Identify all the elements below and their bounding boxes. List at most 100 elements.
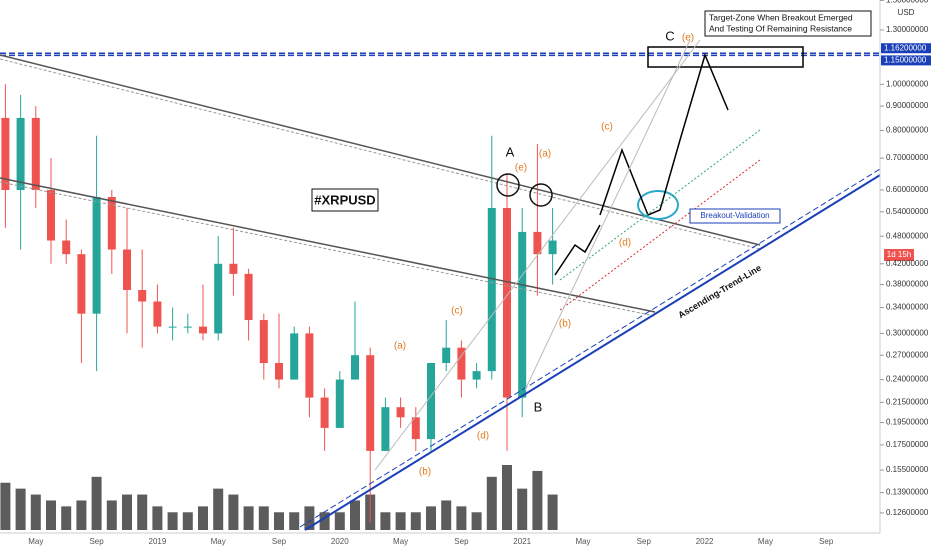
candle-body [259,320,268,364]
candle-body [487,207,496,372]
wave-label: (c) [601,122,613,133]
arrow [554,224,601,276]
breakout-label: Breakout-Validation [700,211,769,220]
candle-body [199,326,207,334]
symbol: #XRPUSD [314,192,375,207]
countdown: 1d 15h [887,250,911,259]
x-tick-label: May [758,537,773,546]
candle-body [16,117,25,190]
x-tick-label: Sep [637,537,652,546]
volume-bar [258,506,269,530]
volume-bar [0,482,11,530]
x-tick-label: May [211,537,226,546]
candle-body [244,273,253,321]
y-tick-label: 0.30000000 [886,329,929,338]
volume-bar [91,476,102,530]
volume-bar [532,470,543,530]
trend-line [299,168,881,528]
candle-body [107,197,116,250]
y-tick-label: 0.60000000 [886,185,929,194]
y-tick-label: 1.50000000 [886,0,929,5]
wave-label: (d) [619,238,631,249]
volume-bar [426,506,436,530]
wave-label: (e) [515,163,527,174]
candle-body [427,363,435,440]
x-tick-label: Sep [819,537,834,546]
arrow [599,52,729,216]
volume-bar [198,506,208,530]
wave-label: (a) [394,341,406,352]
y-tick-label: 0.80000000 [886,126,929,135]
wave-label: (a) [539,149,551,160]
candle-body [214,263,223,334]
candle-body [290,333,299,380]
wave-label: B [534,399,543,414]
candle-body [320,397,329,428]
volume-bar [106,500,117,530]
wave-label: (e) [682,33,694,44]
volume-bar [380,512,391,530]
candle-body [229,263,238,274]
target-note-box [704,10,872,37]
candle-body [47,189,55,241]
candle-body [518,231,527,398]
volume-bar [471,512,482,530]
volume-bar [76,500,87,530]
breakout-box [689,208,781,224]
trend-line-label: Ascending-Trend-Line [676,263,763,321]
x-tick-label: 2019 [149,537,167,546]
price-label-box [881,43,931,54]
volume-bar [46,500,56,530]
projection [374,39,701,471]
y-tick-label: 0.34000000 [886,303,929,312]
y-tick-label: 0.90000000 [886,101,929,110]
volume-bar [486,476,497,530]
price-label: 1.15000000 [884,55,927,64]
candle-body [533,231,542,255]
y-tick-label: 0.13900000 [886,488,929,497]
candle-body [335,379,344,428]
candle-body [138,290,147,302]
volume-bar [182,512,193,530]
volume-bar [319,512,330,530]
price-panel [880,0,932,550]
candle-body [396,407,405,418]
ellipse [637,190,679,220]
resistance-line [0,181,656,317]
candle-body [275,363,283,380]
candle-body [123,249,131,291]
trend-line [304,171,886,531]
candle-body [1,117,10,190]
y-tick-label: 0.42000000 [886,259,929,268]
currency: USD [898,8,915,17]
y-tick-label: 0.27000000 [886,350,929,359]
volume-bar [441,500,452,530]
volume-bar [289,512,300,530]
volume-bar [395,512,406,530]
price-label: 1.16200000 [884,43,927,52]
volume-bar [213,488,224,530]
candle-body [305,333,314,398]
wave-label: C [665,28,674,43]
candle-body [442,347,451,364]
resistance-line [0,177,656,313]
volume-bar [61,506,72,530]
projection [559,129,761,281]
volume-bar [350,500,360,530]
circle [529,183,553,207]
x-tick-label: Sep [89,537,104,546]
resistance-line [0,58,761,250]
candle-body [503,207,511,398]
volume-bar [304,506,315,530]
volume-bar [456,506,467,530]
resistance-line [0,54,761,246]
y-tick-label: 0.24000000 [886,375,929,384]
target-box [647,46,804,68]
wave-label: (b) [559,319,571,330]
candle-body [92,197,101,314]
x-tick-label: May [28,537,43,546]
circle [496,173,520,197]
projection [559,159,761,311]
candle-body [153,301,162,327]
